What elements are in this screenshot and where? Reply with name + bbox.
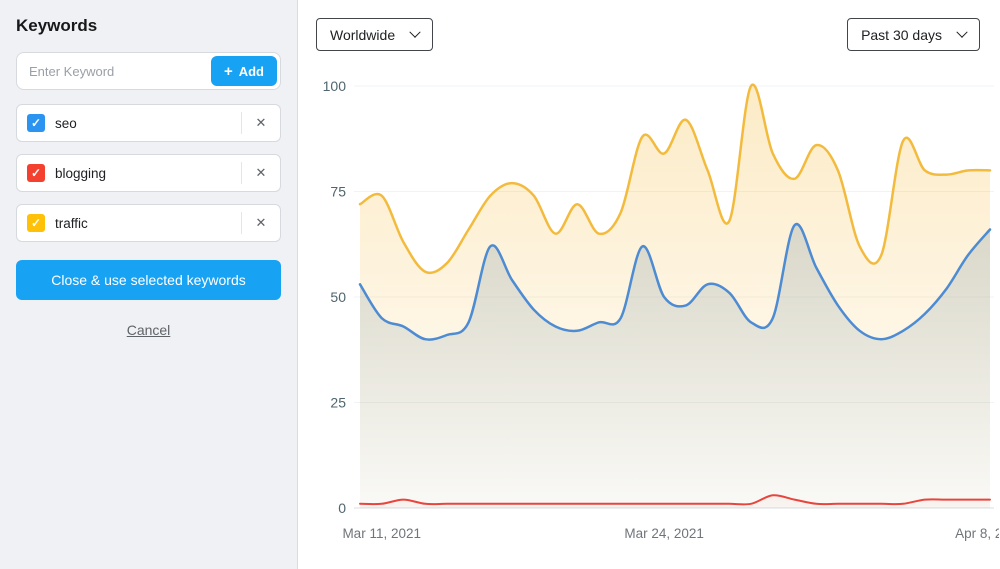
keyword-checkbox[interactable]: ✓	[27, 214, 45, 232]
keywords-panel: Keywords + Add ✓seo✕✓blogging✕✓traffic✕ …	[0, 0, 298, 569]
chevron-down-icon	[956, 26, 968, 38]
keyword-label: traffic	[55, 215, 88, 231]
remove-keyword-button[interactable]: ✕	[242, 155, 280, 191]
line-traffic	[358, 83, 992, 275]
keyword-checkbox[interactable]: ✓	[27, 114, 45, 132]
divider	[241, 212, 242, 234]
cancel-link[interactable]: Cancel	[126, 322, 171, 338]
svg-text:100: 100	[323, 78, 347, 94]
trends-main: Worldwide Past 30 days 0 25 50 75 100 Mar 11,…	[298, 0, 1000, 569]
svg-text:25: 25	[330, 395, 346, 411]
keyword-label: blogging	[55, 165, 107, 181]
region-select[interactable]: Worldwide	[316, 18, 434, 51]
divider	[241, 112, 242, 134]
keyword-row: ✓ blogging ✕	[16, 154, 281, 192]
add-keyword-button[interactable]: + Add	[210, 56, 277, 86]
keyword-checkbox[interactable]: ✓	[27, 164, 45, 182]
svg-text:0: 0	[338, 500, 346, 516]
date-range-select[interactable]: Past 30 days	[847, 18, 980, 51]
keyword-label: seo	[55, 115, 77, 131]
divider	[241, 162, 242, 184]
remove-keyword-button[interactable]: ✕	[242, 105, 280, 141]
panel-title: Keywords	[16, 16, 98, 35]
plus-icon: +	[223, 62, 233, 80]
keyword-row: ✓ traffic ✕	[16, 204, 281, 242]
close-use-keywords-button[interactable]: Close & use selected keywords	[16, 260, 281, 300]
line-seo	[358, 222, 992, 341]
region-select-value: Worldwide	[330, 26, 396, 43]
keyword-list: ✓ seo ✕ ✓ blogging ✕ ✓ traffic ✕	[16, 104, 281, 242]
svg-text:Mar 24, 2021: Mar 24, 2021	[624, 526, 704, 541]
keyword-input-wrap: + Add	[16, 52, 281, 90]
svg-text:Mar 11, 2021: Mar 11, 2021	[342, 526, 421, 541]
line-blogging	[359, 494, 991, 506]
svg-text:50: 50	[330, 289, 346, 305]
trends-chart: 0 25 50 75 100 Mar 11, 2021 Mar 24, 2021 Apr 8,…	[323, 78, 999, 541]
svg-text:75: 75	[330, 184, 346, 200]
chevron-down-icon	[409, 26, 421, 38]
add-button-label: Add	[238, 63, 264, 79]
keyword-row: ✓ seo ✕	[16, 104, 281, 142]
chart-toolbar: Worldwide Past 30 days	[298, 0, 1000, 51]
area-seo	[360, 224, 990, 509]
remove-keyword-button[interactable]: ✕	[242, 205, 280, 241]
date-range-value: Past 30 days	[861, 26, 942, 43]
svg-text:Apr 8, 2021: Apr 8, 2021	[955, 526, 999, 541]
